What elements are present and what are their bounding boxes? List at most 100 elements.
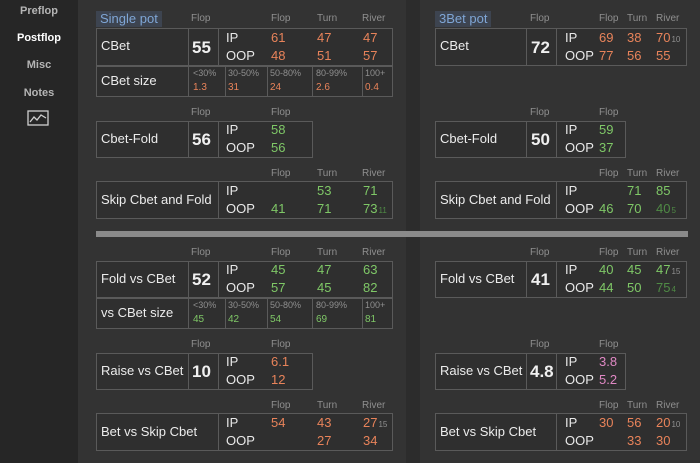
- single-cbet-fold-label: Cbet-Fold: [101, 131, 159, 146]
- single-raise-label: Raise vs CBet: [101, 363, 184, 378]
- threebet-fold-vs-ip-river: 4715: [656, 262, 681, 277]
- size-cat: 50-80%: [270, 300, 302, 310]
- single-skip-ip-river: 71: [363, 183, 378, 198]
- hdr-river: River: [362, 168, 386, 179]
- pos-oop: OOP: [565, 201, 594, 216]
- single-fold-vs-ip-flop: 45: [271, 262, 286, 277]
- size-cat: 80-99%: [316, 300, 348, 310]
- single-bet-skip-ip-flop: 54: [271, 415, 286, 430]
- threebet-skip-oop-turn: 70: [627, 201, 642, 216]
- hdr-flop: Flop: [599, 400, 619, 411]
- size-cat: 100+: [365, 300, 386, 310]
- threebet-cbet-fold-big: 50: [531, 130, 550, 149]
- hdr-turn: Turn: [317, 247, 338, 258]
- single-cbet-row: [96, 28, 393, 66]
- hdr-flop: Flop: [191, 339, 211, 350]
- single-bet-skip-label: Bet vs Skip Cbet: [101, 424, 198, 439]
- single-cbet-size-label: CBet size: [101, 73, 157, 88]
- single-bet-skip-row: [96, 413, 393, 451]
- size-val: 69: [316, 314, 328, 325]
- single-fold-vs-oop-turn: 45: [317, 280, 332, 295]
- threebet-bet-skip-row: [435, 413, 687, 451]
- single-skip-ip-turn: 53: [317, 183, 332, 198]
- threebet-bet-skip-ip-flop: 30: [599, 415, 614, 430]
- single-cbet-label: CBet: [101, 38, 130, 53]
- pos-ip: IP: [226, 354, 239, 369]
- single-cbet-ip-river: 47: [363, 30, 378, 45]
- pos-oop: OOP: [226, 201, 255, 216]
- threebet-bet-skip-ip-river: 2010: [656, 415, 681, 430]
- single-cbet-oop-turn: 51: [317, 48, 332, 63]
- single-raise-oop: 12: [271, 372, 286, 387]
- hdr-flop: Flop: [599, 13, 619, 24]
- pos-ip: IP: [565, 262, 578, 277]
- single-vs-size-label: vs CBet size: [101, 305, 174, 320]
- nav-misc[interactable]: Misc: [26, 59, 52, 71]
- size-val: 2.6: [316, 82, 330, 93]
- threebet-bet-skip-label: Bet vs Skip Cbet: [440, 424, 537, 439]
- threebet-cbet-ip-turn: 38: [627, 30, 642, 45]
- threebet-skip-row: [435, 181, 687, 219]
- single-skip-oop-flop: 41: [271, 201, 286, 216]
- single-raise-row: [96, 353, 313, 390]
- pos-oop: OOP: [226, 280, 255, 295]
- single-raise-ip: 6.1: [271, 354, 290, 369]
- hdr-turn: Turn: [317, 400, 338, 411]
- threebet-fold-vs-oop-flop: 44: [599, 280, 614, 295]
- single-cbet-fold-ip: 58: [271, 122, 286, 137]
- pos-oop: OOP: [565, 140, 594, 155]
- horizontal-divider: [96, 231, 688, 237]
- pos-ip: IP: [565, 122, 578, 137]
- single-cbet-fold-row: [96, 121, 313, 158]
- single-cbet-ip-flop: 61: [271, 30, 286, 45]
- nav-postflop[interactable]: Postflop: [17, 32, 61, 44]
- nav-notes[interactable]: Notes: [23, 87, 55, 99]
- pos-oop: OOP: [565, 48, 594, 63]
- size-val: 31: [228, 82, 240, 93]
- pos-ip: IP: [226, 183, 239, 198]
- hdr-flop: Flop: [530, 107, 550, 118]
- single-fold-vs-oop-flop: 57: [271, 280, 286, 295]
- size-cat: <30%: [193, 300, 217, 310]
- threebet-bet-skip-ip-turn: 56: [627, 415, 642, 430]
- threebet-bet-skip-oop-river: 30: [656, 433, 671, 448]
- hdr-flop: Flop: [599, 107, 619, 118]
- single-cbet-ip-turn: 47: [317, 30, 332, 45]
- hdr-flop: Flop: [530, 247, 550, 258]
- nav-preflop[interactable]: Preflop: [20, 5, 58, 17]
- pos-ip: IP: [226, 122, 239, 137]
- size-cat: <30%: [193, 68, 217, 78]
- hdr-turn: Turn: [317, 168, 338, 179]
- hdr-flop: Flop: [191, 13, 211, 24]
- pos-oop: OOP: [565, 433, 594, 448]
- single-cbet-big: 55: [192, 38, 211, 57]
- hdr-flop: Flop: [599, 247, 619, 258]
- size-val: 24: [270, 82, 282, 93]
- hdr-flop: Flop: [271, 13, 291, 24]
- threebet-cbet-ip-flop: 69: [599, 30, 614, 45]
- threebet-cbet-fold-ip: 59: [599, 122, 614, 137]
- threebet-skip-oop-flop: 46: [599, 201, 614, 216]
- threebet-cbet-oop-river: 55: [656, 48, 671, 63]
- pos-oop: OOP: [226, 48, 255, 63]
- pos-oop: OOP: [226, 433, 255, 448]
- threebet-cbet-oop-flop: 77: [599, 48, 614, 63]
- pos-ip: IP: [565, 415, 578, 430]
- hdr-flop: Flop: [271, 107, 291, 118]
- hdr-flop: Flop: [599, 339, 619, 350]
- hdr-river: River: [656, 13, 680, 24]
- hdr-flop: Flop: [191, 247, 211, 258]
- single-raise-big: 10: [192, 362, 211, 381]
- hdr-flop: Flop: [271, 168, 291, 179]
- pos-oop: OOP: [226, 372, 255, 387]
- threebet-raise-row: [435, 353, 626, 390]
- size-cat: 80-99%: [316, 68, 348, 78]
- threebet-fold-vs-ip-turn: 45: [627, 262, 642, 277]
- pos-oop: OOP: [565, 280, 594, 295]
- threebet-skip-label: Skip Cbet and Fold: [440, 192, 551, 207]
- single-skip-oop-turn: 71: [317, 201, 332, 216]
- threebet-fold-vs-big: 41: [531, 270, 550, 289]
- hdr-river: River: [656, 247, 680, 258]
- line-chart-icon[interactable]: [27, 110, 49, 126]
- single-fold-vs-row: [96, 261, 393, 298]
